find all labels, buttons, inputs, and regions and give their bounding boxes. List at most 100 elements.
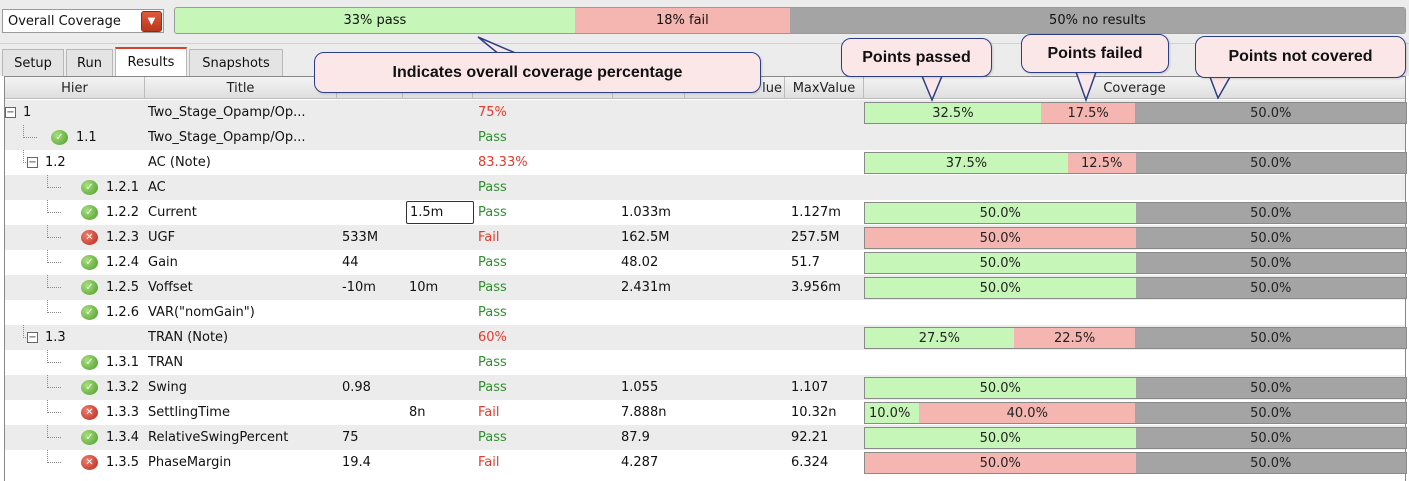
min-value-cell: 1.055 (621, 380, 659, 395)
table-row[interactable]: ✓ 1.3.4 RelativeSwingPercent 75 Pass 87.9 92.2… (5, 425, 1407, 450)
coverage-fail-segment: 12.5% (1067, 153, 1136, 173)
coverage-pass-segment: 50.0% (865, 428, 1136, 448)
title-cell: PhaseMargin (148, 455, 232, 470)
status-cell: Pass (478, 280, 507, 295)
coverage-bar: 50.0% 50.0% (864, 427, 1407, 449)
spec-cell: 44 (342, 255, 359, 270)
tab-setup[interactable]: Setup (2, 49, 64, 76)
coverage-bar: 37.5% 12.5% 50.0% (864, 152, 1407, 174)
status-cell: 60% (478, 330, 507, 345)
spec-edit-field[interactable]: 1.5m (406, 201, 474, 224)
table-row[interactable]: ✓ 1.2.1 AC Pass (5, 175, 1405, 200)
title-cell: TRAN (Note) (148, 330, 229, 345)
min-value-cell: 1.033m (621, 205, 671, 220)
coverage-fail-segment: 50.0% (865, 228, 1136, 248)
status-cell: Fail (478, 405, 500, 420)
table-row[interactable]: −1.2 AC (Note) 83.33% 37.5% 12.5% 50.0% (5, 150, 1407, 175)
table-row[interactable]: ✓ 1.3.1 TRAN Pass (5, 350, 1405, 375)
status-cell: Pass (478, 205, 507, 220)
table-row[interactable]: ✕ 1.2.3 UGF 533M Fail 162.5M 257.5M 50.0% 50.0% (5, 225, 1407, 250)
table-row[interactable]: ✓ 1.2.4 Gain 44 Pass 48.02 51.7 50.0% 50.0% (5, 250, 1407, 275)
hier-label: 1.2.6 (106, 305, 140, 320)
coverage-not-covered-segment: 50.0% (1135, 378, 1406, 398)
max-value-cell: 1.107 (791, 380, 829, 395)
table-row[interactable]: ✓ 1.2.2 Current 1.5m Pass 1.033m 1.127m 50.0% 50… (5, 200, 1407, 225)
coverage-not-covered-segment: 50.0% (1135, 453, 1406, 473)
coverage-bar: 50.0% 50.0% (864, 252, 1407, 274)
column-header-title[interactable]: Title (145, 77, 337, 99)
tab-results[interactable]: Results (115, 47, 187, 76)
check-circle-icon: ✓ (81, 380, 98, 395)
callout-points-not-covered: Points not covered (1195, 36, 1406, 78)
callout-points-failed: Points failed (1021, 34, 1169, 73)
spec-cell: -10m (342, 280, 376, 295)
chevron-down-icon[interactable]: ▼ (141, 10, 162, 32)
max-value-cell: 1.127m (791, 205, 841, 220)
coverage-bar: 50.0% 50.0% (864, 377, 1407, 399)
coverage-pass-segment: 50.0% (865, 378, 1136, 398)
hier-label: 1.3.3 (106, 405, 140, 420)
collapse-box-icon[interactable]: − (27, 157, 38, 168)
coverage-bar: 32.5% 17.5% 50.0% (864, 102, 1407, 124)
table-row[interactable]: ✕ 1.3.3 SettlingTime 8n Fail 7.888n 10.32n 10.0… (5, 400, 1407, 425)
overall-fail-segment: 18% fail (574, 8, 790, 33)
tree-connector (47, 425, 61, 438)
x-circle-icon: ✕ (81, 230, 98, 245)
table-row[interactable]: ✓ 1.3.2 Swing 0.98 Pass 1.055 1.107 50.0% 50.0% (5, 375, 1407, 400)
max-value-cell: 6.324 (791, 455, 829, 470)
title-cell: Current (148, 205, 197, 220)
column-header-hier[interactable]: Hier (5, 77, 145, 99)
tree-connector (47, 450, 61, 463)
check-circle-icon: ✓ (51, 130, 68, 145)
callout-overall-coverage: Indicates overall coverage percentage (314, 52, 761, 93)
table-row[interactable]: −1 Two_Stage_Opamp/Op... 75% 32.5% 17.5% 50.0… (5, 100, 1407, 125)
column-header-maxvalue[interactable]: MaxValue (785, 77, 864, 99)
min-value-cell: 48.02 (621, 255, 659, 270)
max-value-cell: 92.21 (791, 430, 829, 445)
tree-connector (47, 375, 61, 388)
spec-cell: 75 (342, 430, 359, 445)
column-header-coverage[interactable]: Coverage (1103, 80, 1166, 96)
table-row[interactable]: ✓ 1.2.6 VAR("nomGain") Pass (5, 300, 1405, 325)
status-cell: Pass (478, 430, 507, 445)
overall-coverage-bar: 33% pass 18% fail 50% no results (174, 7, 1406, 34)
collapse-box-icon[interactable]: − (27, 332, 38, 343)
title-cell: Two_Stage_Opamp/Op... (148, 130, 306, 145)
title-cell: AC (Note) (148, 155, 211, 170)
coverage-not-covered-segment: 50.0% (1135, 103, 1406, 123)
spec-cell: 0.98 (342, 380, 371, 395)
coverage-pass-segment: 32.5% (865, 103, 1041, 123)
title-cell: SettlingTime (148, 405, 230, 420)
min-value-cell: 2.431m (621, 280, 671, 295)
hier-label: 1.2 (45, 155, 66, 170)
hier-label: 1 (23, 105, 32, 120)
table-row[interactable]: −1.3 TRAN (Note) 60% 27.5% 22.5% 50.0% (5, 325, 1407, 350)
status-cell: Fail (478, 230, 500, 245)
tree-connector (47, 350, 61, 363)
hier-label: 1.2.1 (106, 180, 140, 195)
hier-label: 1.3.2 (106, 380, 140, 395)
spec2-cell: 8n (409, 405, 426, 420)
tab-run[interactable]: Run (66, 49, 113, 76)
coverage-type-select[interactable]: Overall Coverage ▼ (2, 9, 164, 33)
hier-label: 1.3.1 (106, 355, 140, 370)
coverage-not-covered-segment: 50.0% (1135, 228, 1406, 248)
table-row[interactable]: ✕ 1.3.5 PhaseMargin 19.4 Fail 4.287 6.324 50.0%… (5, 450, 1407, 475)
check-circle-icon: ✓ (81, 205, 98, 220)
coverage-bar: 50.0% 50.0% (864, 227, 1407, 249)
max-value-cell: 257.5M (791, 230, 840, 245)
tab-snapshots[interactable]: Snapshots (189, 49, 283, 76)
callout-points-passed: Points passed (841, 38, 992, 77)
table-row[interactable]: ✓ 1.1 Two_Stage_Opamp/Op... Pass (5, 125, 1405, 150)
status-cell: Fail (478, 455, 500, 470)
min-value-cell: 162.5M (621, 230, 670, 245)
collapse-box-icon[interactable]: − (5, 107, 16, 118)
max-value-cell: 10.32n (791, 405, 837, 420)
x-circle-icon: ✕ (81, 405, 98, 420)
coverage-bar: 27.5% 22.5% 50.0% (864, 327, 1407, 349)
coverage-not-covered-segment: 50.0% (1135, 253, 1406, 273)
table-row[interactable]: ✓ 1.2.5 Voffset -10m 10m Pass 2.431m 3.956m 50.0… (5, 275, 1407, 300)
column-header-typvalue[interactable]: lue (685, 77, 785, 99)
status-cell: Pass (478, 355, 507, 370)
hier-label: 1.1 (76, 130, 97, 145)
